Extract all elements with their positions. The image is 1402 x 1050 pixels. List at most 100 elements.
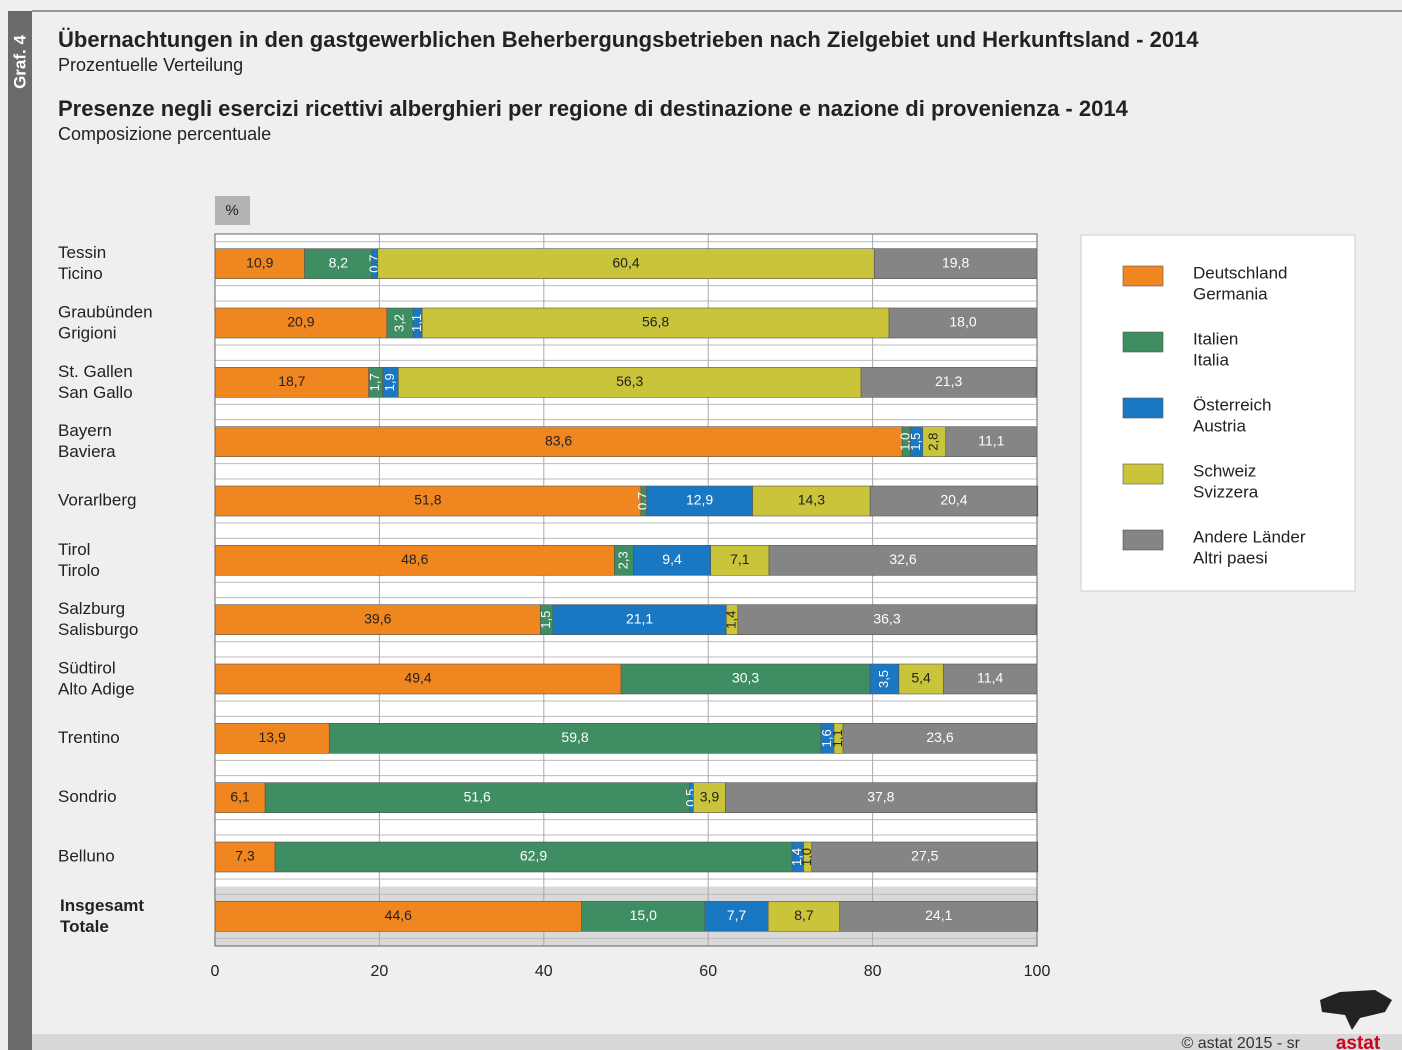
value-label: 1,1 bbox=[409, 314, 424, 332]
value-label: 32,6 bbox=[889, 551, 916, 567]
value-label: 8,2 bbox=[329, 254, 349, 270]
bar-segment bbox=[869, 663, 900, 695]
legend-swatch bbox=[1122, 331, 1164, 353]
value-label: 56,8 bbox=[642, 314, 669, 330]
legend-label: Andere Länder bbox=[1193, 527, 1306, 546]
value-label: 1,0 bbox=[898, 433, 913, 451]
bar-segment bbox=[942, 663, 1038, 695]
value-label: 15,0 bbox=[630, 907, 657, 923]
value-label: 11,4 bbox=[977, 670, 1003, 686]
bar-segment bbox=[898, 663, 944, 695]
value-label: 24,1 bbox=[925, 907, 952, 923]
footer-strip bbox=[32, 1034, 1402, 1050]
value-label: 10,9 bbox=[246, 254, 273, 270]
y-tick-label: Graubünden bbox=[58, 302, 153, 321]
value-label: 3,9 bbox=[700, 788, 720, 804]
bar-segment bbox=[752, 485, 871, 517]
value-label: 44,6 bbox=[385, 907, 412, 923]
value-label: 11,1 bbox=[978, 432, 1004, 448]
y-tick-label: Bayern bbox=[58, 421, 112, 440]
legend-label: Svizzera bbox=[1193, 482, 1259, 501]
bar-segment bbox=[945, 426, 1038, 457]
value-label: 60,4 bbox=[612, 254, 639, 270]
value-label: 6,1 bbox=[230, 788, 250, 804]
y-tick-label: Tirol bbox=[58, 540, 90, 559]
value-label: 30,3 bbox=[732, 670, 759, 686]
x-tick-label: 40 bbox=[535, 963, 553, 980]
bar-segment bbox=[725, 782, 1037, 813]
y-tick-label: Baviera bbox=[58, 442, 116, 461]
x-tick-label: 0 bbox=[211, 963, 220, 980]
chart-subtitle-it: Composizione percentuale bbox=[58, 124, 271, 144]
logo: astat bbox=[1336, 1033, 1381, 1050]
bar-segment bbox=[633, 545, 711, 576]
value-label: 5,4 bbox=[911, 670, 931, 686]
y-tick-label: Trentino bbox=[58, 728, 120, 747]
value-label: 49,4 bbox=[404, 670, 431, 686]
y-tick-label: Salzburg bbox=[58, 599, 125, 618]
legend-label: Schweiz bbox=[1193, 461, 1256, 480]
bar-segment bbox=[737, 604, 1037, 635]
bar-segment bbox=[214, 604, 541, 635]
bar-segment bbox=[811, 841, 1039, 873]
value-label: 18,0 bbox=[949, 314, 976, 330]
value-label: 37,8 bbox=[867, 788, 894, 804]
bar-segment bbox=[274, 841, 793, 873]
value-label: 7,7 bbox=[727, 907, 747, 923]
bar-segment bbox=[710, 545, 770, 576]
value-label: 1,9 bbox=[382, 373, 397, 391]
value-label: 51,8 bbox=[414, 492, 441, 508]
value-label: 7,3 bbox=[235, 848, 255, 864]
value-label: 3,5 bbox=[876, 670, 891, 688]
y-tick-label: Insgesamt bbox=[60, 896, 144, 915]
bar-segment bbox=[888, 307, 1038, 339]
bar-segment bbox=[693, 782, 726, 813]
bar-segment bbox=[839, 901, 1039, 932]
bar-segment bbox=[214, 723, 330, 754]
value-label: 39,6 bbox=[364, 610, 391, 626]
legend-label: Germania bbox=[1193, 284, 1268, 303]
value-label: 8,7 bbox=[794, 907, 814, 923]
bar-segment bbox=[620, 663, 871, 695]
bar-segment bbox=[842, 723, 1038, 754]
x-tick-label: 100 bbox=[1024, 963, 1051, 980]
value-label: 2,8 bbox=[926, 433, 941, 451]
bar-segment bbox=[646, 485, 753, 517]
bar-segment bbox=[328, 723, 822, 754]
value-label: 20,4 bbox=[940, 492, 967, 508]
value-label: 48,6 bbox=[401, 551, 428, 567]
source: © astat 2015 - sr bbox=[1181, 1035, 1300, 1050]
bar-segment bbox=[214, 367, 370, 398]
bar-segment bbox=[214, 426, 903, 457]
unit-box bbox=[215, 196, 250, 225]
value-label: 1,0 bbox=[799, 848, 814, 866]
y-tick-label: Vorarlberg bbox=[58, 490, 136, 509]
value-label: 20,9 bbox=[287, 314, 314, 330]
value-label: 36,3 bbox=[873, 610, 900, 626]
bar-segment bbox=[860, 367, 1037, 398]
legend-label: Altri paesi bbox=[1193, 548, 1268, 567]
value-label: 1,7 bbox=[367, 373, 382, 391]
value-label: 18,7 bbox=[278, 373, 305, 389]
value-label: 19,8 bbox=[942, 254, 969, 270]
bar-segment bbox=[214, 841, 276, 873]
value-label: 83,6 bbox=[545, 432, 572, 448]
plot-border bbox=[214, 233, 1038, 947]
bar-segment bbox=[873, 248, 1038, 279]
value-label: 1,4 bbox=[723, 611, 738, 629]
legend-label: Italien bbox=[1193, 329, 1238, 348]
value-label: 2,3 bbox=[615, 551, 630, 569]
value-label: 3,2 bbox=[391, 314, 406, 332]
legend-swatch bbox=[1122, 265, 1164, 287]
legend-label: Österreich bbox=[1193, 395, 1271, 414]
bar-segment bbox=[304, 248, 373, 279]
y-tick-label: Tessin bbox=[58, 243, 106, 262]
value-label: 7,1 bbox=[730, 551, 750, 567]
bar-segment bbox=[264, 782, 690, 813]
y-tick-label: Südtirol bbox=[58, 658, 116, 677]
plot-area bbox=[215, 234, 1037, 946]
chart-subtitle: Prozentuelle Verteilung bbox=[58, 55, 243, 75]
value-label: 27,5 bbox=[911, 848, 938, 864]
value-label: 9,4 bbox=[662, 551, 682, 567]
